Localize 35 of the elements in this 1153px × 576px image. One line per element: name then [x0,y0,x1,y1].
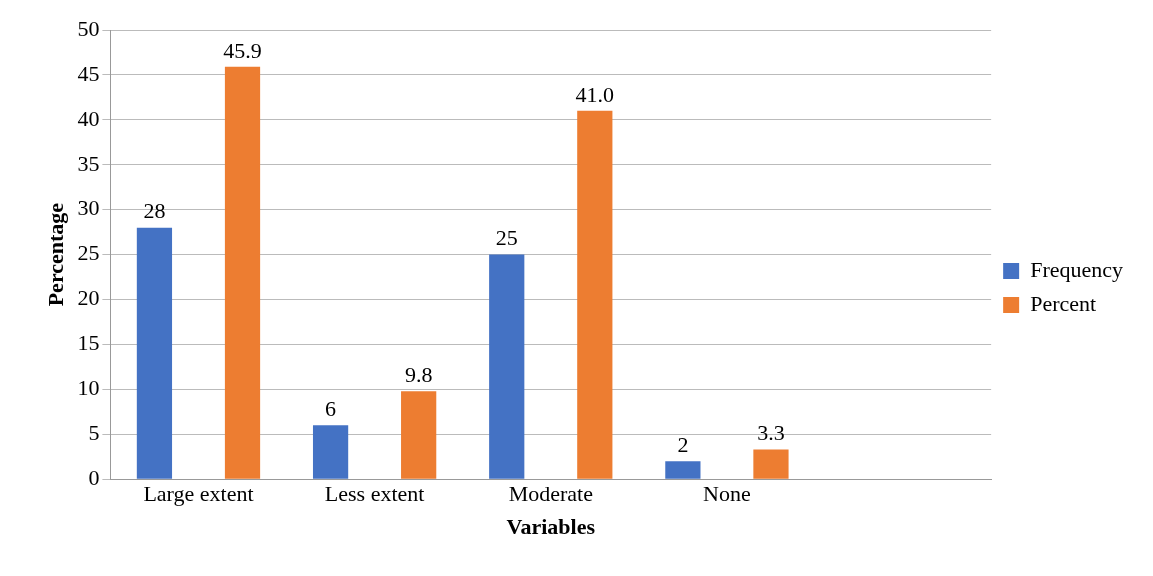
y-axis-title: Percentage [42,202,68,307]
y-tick-label: 45 [77,60,100,86]
legend-label: Frequency [1030,256,1123,282]
y-tick-label: 15 [77,330,100,356]
bar [224,66,261,479]
bar [577,110,613,479]
y-tick-label: 10 [77,375,100,401]
y-tick-label: 50 [77,15,100,41]
data-label: 3.3 [757,420,785,446]
x-tick-label: None [703,481,751,507]
bar [489,254,525,479]
data-label: 41.0 [575,81,615,107]
data-label: 2 [677,432,689,458]
y-tick-label: 40 [77,105,100,131]
bar [312,425,349,479]
y-tick-label: 5 [88,420,100,446]
bar [665,461,701,479]
data-label: 28 [143,198,166,224]
bar [753,449,789,479]
y-tick-label: 20 [77,285,100,311]
x-tick-label: Less extent [324,481,425,507]
data-label: 45.9 [223,37,262,63]
x-tick-label: Moderate [508,481,593,507]
y-tick-label: 25 [77,240,100,266]
bar [401,391,437,479]
bar [136,227,173,479]
data-label: 6 [325,396,337,422]
y-tick-label: 35 [77,150,100,176]
legend-label: Percent [1030,290,1097,316]
y-tick-label: 30 [77,195,100,221]
data-label: 25 [495,225,518,251]
x-axis-title: Variables [506,514,596,540]
data-label: 9.8 [404,361,433,387]
y-tick-label: 0 [88,464,100,490]
x-tick-label: Large extent [143,481,254,507]
